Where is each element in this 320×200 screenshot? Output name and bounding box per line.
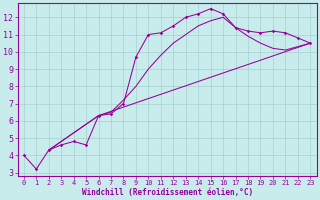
- X-axis label: Windchill (Refroidissement éolien,°C): Windchill (Refroidissement éolien,°C): [82, 188, 253, 197]
